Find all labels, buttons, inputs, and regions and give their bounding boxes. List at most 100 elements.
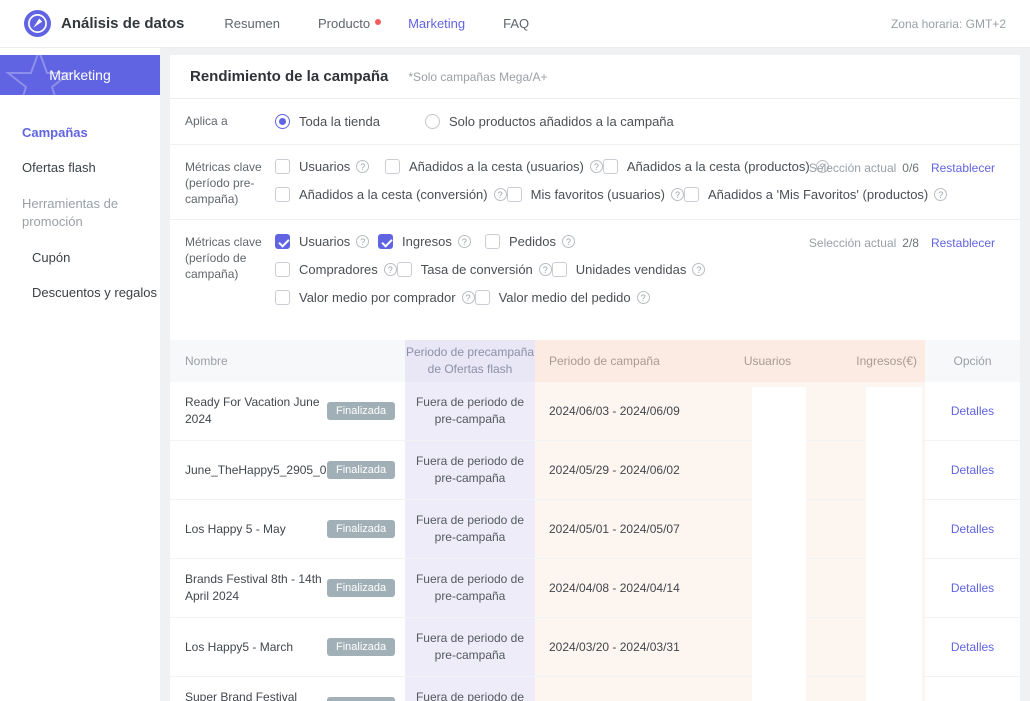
radio-solo-productos[interactable]: Solo productos añadidos a la campaña bbox=[425, 114, 674, 129]
status-badge: Finalizada bbox=[327, 697, 396, 701]
checkbox-icon[interactable] bbox=[275, 159, 290, 174]
checkbox-icon[interactable] bbox=[385, 159, 400, 174]
period-cell: 2024/03/13 - 2024/03/19 bbox=[535, 677, 705, 701]
precampaign-cell: Fuera de periodo de pre-campaña bbox=[405, 500, 535, 558]
radio-toda-la-tienda[interactable]: Toda la tienda bbox=[275, 114, 425, 129]
help-icon[interactable]: ? bbox=[934, 188, 948, 201]
period-cell: 2024/04/08 - 2024/04/14 bbox=[535, 559, 705, 617]
nav-item-marketing[interactable]: Marketing bbox=[408, 16, 466, 31]
sidebar-menu: Campañas Ofertas flash Herramientas de p… bbox=[0, 95, 160, 310]
sidebar-item-campanas[interactable]: Campañas bbox=[22, 125, 88, 140]
page-title: Rendimiento de la campaña bbox=[190, 68, 389, 85]
col-header-nombre: Nombre bbox=[170, 340, 405, 382]
help-icon[interactable]: ? bbox=[670, 188, 684, 201]
checkbox-icon[interactable] bbox=[683, 187, 699, 202]
checkbox-camp-valor-pedido[interactable]: Valor medio del pedido ? bbox=[474, 290, 650, 305]
help-icon[interactable]: ? bbox=[636, 291, 650, 304]
checkbox-icon[interactable] bbox=[396, 262, 412, 277]
metrics-campaign-section: Métricas clave (período de campaña) Usua… bbox=[170, 220, 1020, 328]
checkbox-pre-favoritos-usuarios[interactable]: Mis favoritos (usuarios) ? bbox=[506, 187, 684, 202]
help-icon[interactable]: ? bbox=[561, 235, 575, 248]
nav-item-producto[interactable]: Producto bbox=[318, 16, 382, 31]
status-badge: Finalizada bbox=[327, 520, 396, 538]
campaign-name: Ready For Vacation June 2024 bbox=[185, 395, 320, 426]
checkbox-icon[interactable] bbox=[275, 187, 290, 202]
reset-campaign-button[interactable]: Restablecer bbox=[930, 236, 995, 250]
checkbox-camp-compradores[interactable]: Compradores ? bbox=[275, 262, 397, 277]
period-cell: 2024/06/03 - 2024/06/09 bbox=[535, 382, 705, 440]
details-link[interactable]: Detalles bbox=[950, 640, 995, 654]
sidebar-item-cupon[interactable]: Cupón bbox=[32, 250, 71, 266]
checkbox-pre-cesta-usuarios[interactable]: Añadidos a la cesta (usuarios) ? bbox=[385, 159, 603, 174]
radio-unselected-icon[interactable] bbox=[425, 114, 440, 129]
details-link[interactable]: Detalles bbox=[950, 404, 995, 418]
redacted-revenue-values bbox=[866, 387, 922, 701]
details-link[interactable]: Detalles bbox=[951, 699, 994, 701]
help-icon[interactable]: ? bbox=[383, 263, 397, 276]
checkbox-camp-valor-comprador[interactable]: Valor medio por comprador ? bbox=[275, 290, 475, 305]
period-cell: 2024/05/29 - 2024/06/02 bbox=[535, 441, 705, 499]
applies-to-section: Aplica a Toda la tienda Solo productos a… bbox=[170, 99, 1020, 145]
checkbox-icon[interactable] bbox=[485, 234, 500, 249]
checkbox-camp-ingresos[interactable]: Ingresos ? bbox=[378, 234, 485, 249]
checkbox-icon[interactable] bbox=[275, 262, 290, 277]
details-link[interactable]: Detalles bbox=[950, 581, 995, 595]
campaign-name: Super Brand Festival March 13th-19th bbox=[185, 690, 298, 701]
period-cell: 2024/03/20 - 2024/03/31 bbox=[535, 618, 705, 676]
sidebar: Marketing Campañas Ofertas flash Herrami… bbox=[0, 48, 160, 701]
checkbox-pre-cesta-conversion[interactable]: Añadidos a la cesta (conversión) ? bbox=[275, 187, 507, 202]
help-icon[interactable]: ? bbox=[356, 235, 370, 248]
redacted-users-values bbox=[752, 387, 806, 701]
checkbox-camp-pedidos[interactable]: Pedidos ? bbox=[485, 234, 575, 249]
status-badge: Finalizada bbox=[327, 579, 396, 597]
campaign-performance-panel: Rendimiento de la campaña *Solo campañas… bbox=[170, 55, 1020, 701]
checkbox-icon[interactable] bbox=[602, 159, 618, 174]
period-cell: 2024/05/01 - 2024/05/07 bbox=[535, 500, 705, 558]
help-icon[interactable]: ? bbox=[493, 188, 507, 201]
radio-selected-icon[interactable] bbox=[275, 114, 290, 129]
col-header-precampaign: Periodo de precampaña de Ofertas flash bbox=[405, 340, 535, 382]
nav-item-resumen[interactable]: Resumen bbox=[224, 16, 281, 31]
applies-to-label: Aplica a bbox=[185, 114, 228, 129]
checkbox-pre-usuarios[interactable]: Usuarios ? bbox=[275, 159, 385, 174]
details-link[interactable]: Detalles bbox=[950, 463, 995, 477]
checkbox-pre-favoritos-productos[interactable]: Añadidos a 'Mis Favoritos' (productos) ? bbox=[683, 187, 948, 202]
sidebar-item-descuentos[interactable]: Descuentos y regalos bbox=[32, 285, 158, 301]
checkbox-checked-icon[interactable] bbox=[275, 234, 290, 249]
help-icon[interactable]: ? bbox=[589, 160, 603, 173]
selection-count: 2/8 bbox=[902, 236, 919, 250]
notification-dot bbox=[375, 19, 382, 25]
help-icon[interactable]: ? bbox=[815, 160, 829, 173]
sidebar-item-ofertas-flash[interactable]: Ofertas flash bbox=[22, 160, 96, 175]
reset-precampaign-button[interactable]: Restablecer bbox=[930, 161, 995, 175]
status-badge: Finalizada bbox=[327, 461, 396, 479]
help-icon[interactable]: ? bbox=[356, 160, 370, 173]
precampaign-selection-info: Selección actual 0/6 Restablecer bbox=[808, 161, 995, 175]
checkbox-camp-unidades[interactable]: Unidades vendidas ? bbox=[551, 262, 706, 277]
help-icon[interactable]: ? bbox=[457, 235, 471, 248]
timezone-label: Zona horaria: GMT+2 bbox=[890, 16, 1006, 31]
precampaign-cell: Fuera de periodo de pre-campaña bbox=[405, 677, 535, 701]
help-icon[interactable]: ? bbox=[692, 263, 706, 276]
selection-count: 0/6 bbox=[902, 161, 919, 175]
precampaign-cell: Fuera de periodo de pre-campaña bbox=[405, 382, 535, 440]
app-logo-icon bbox=[24, 10, 51, 37]
checkbox-camp-usuarios[interactable]: Usuarios ? bbox=[275, 234, 378, 249]
page-subtitle: *Solo campañas Mega/A+ bbox=[408, 69, 548, 84]
checkbox-icon[interactable] bbox=[506, 187, 522, 202]
checkbox-camp-tasa-conversion[interactable]: Tasa de conversión ? bbox=[396, 262, 552, 277]
checkbox-checked-icon[interactable] bbox=[378, 234, 393, 249]
campaign-selection-info: Selección actual 2/8 Restablecer bbox=[808, 236, 995, 250]
campaign-table: Nombre Periodo de precampaña de Ofertas … bbox=[170, 340, 1020, 701]
help-icon[interactable]: ? bbox=[461, 291, 475, 304]
checkbox-icon[interactable] bbox=[474, 290, 490, 305]
checkbox-icon[interactable] bbox=[551, 262, 567, 277]
precampaign-cell: Fuera de periodo de pre-campaña bbox=[405, 441, 535, 499]
checkbox-pre-cesta-productos[interactable]: Añadidos a la cesta (productos) ? bbox=[602, 159, 829, 174]
help-icon[interactable]: ? bbox=[538, 263, 552, 276]
details-link[interactable]: Detalles bbox=[950, 522, 995, 536]
checkbox-icon[interactable] bbox=[275, 290, 290, 305]
nav-item-faq[interactable]: FAQ bbox=[503, 16, 530, 31]
col-header-ingresos: Ingresos(€) bbox=[830, 340, 925, 382]
metrics-precampaign-section: Métricas clave (período pre-campaña) Usu… bbox=[170, 145, 1020, 220]
